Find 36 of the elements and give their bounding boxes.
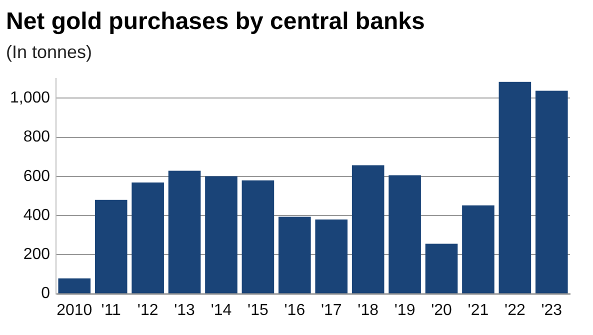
bar xyxy=(315,219,348,294)
x-tick-label: '20 xyxy=(431,302,452,319)
x-tick-label: '16 xyxy=(284,302,306,319)
bar xyxy=(535,90,568,294)
y-tick-label: 1,000 xyxy=(10,90,50,107)
bar xyxy=(168,170,201,294)
x-tick-label: '21 xyxy=(468,302,489,319)
bar xyxy=(205,176,238,294)
x-tick-label: 2010 xyxy=(56,302,92,319)
x-tick-label: '17 xyxy=(320,302,342,319)
chart-subtitle: (In tonnes) xyxy=(5,41,94,63)
bar xyxy=(58,278,91,294)
y-tick-label: 600 xyxy=(23,168,50,185)
y-tick-label: 200 xyxy=(23,246,50,264)
bar xyxy=(425,244,458,294)
x-tick-label: '15 xyxy=(248,302,268,319)
x-tick-label: '11 xyxy=(101,302,122,319)
x-tick-label: '18 xyxy=(358,302,379,319)
bar xyxy=(462,205,494,294)
x-tick-label: '13 xyxy=(174,302,196,319)
x-tick-label: '22 xyxy=(504,302,526,319)
bar xyxy=(132,182,164,294)
y-tick-label: 800 xyxy=(23,128,50,146)
bar xyxy=(352,165,384,294)
x-tick-label: '23 xyxy=(541,302,562,319)
bar xyxy=(242,180,274,294)
bar xyxy=(498,82,532,294)
y-tick-label: 400 xyxy=(23,206,50,224)
x-tick-label: '14 xyxy=(210,302,232,319)
bar xyxy=(388,175,421,294)
x-tick-label: '12 xyxy=(137,302,158,319)
bar xyxy=(278,216,311,294)
y-tick-label: 0 xyxy=(41,285,50,302)
bar xyxy=(94,200,128,294)
x-tick-label: '19 xyxy=(394,302,416,319)
chart-title: Net gold purchases by central banks xyxy=(5,7,426,36)
